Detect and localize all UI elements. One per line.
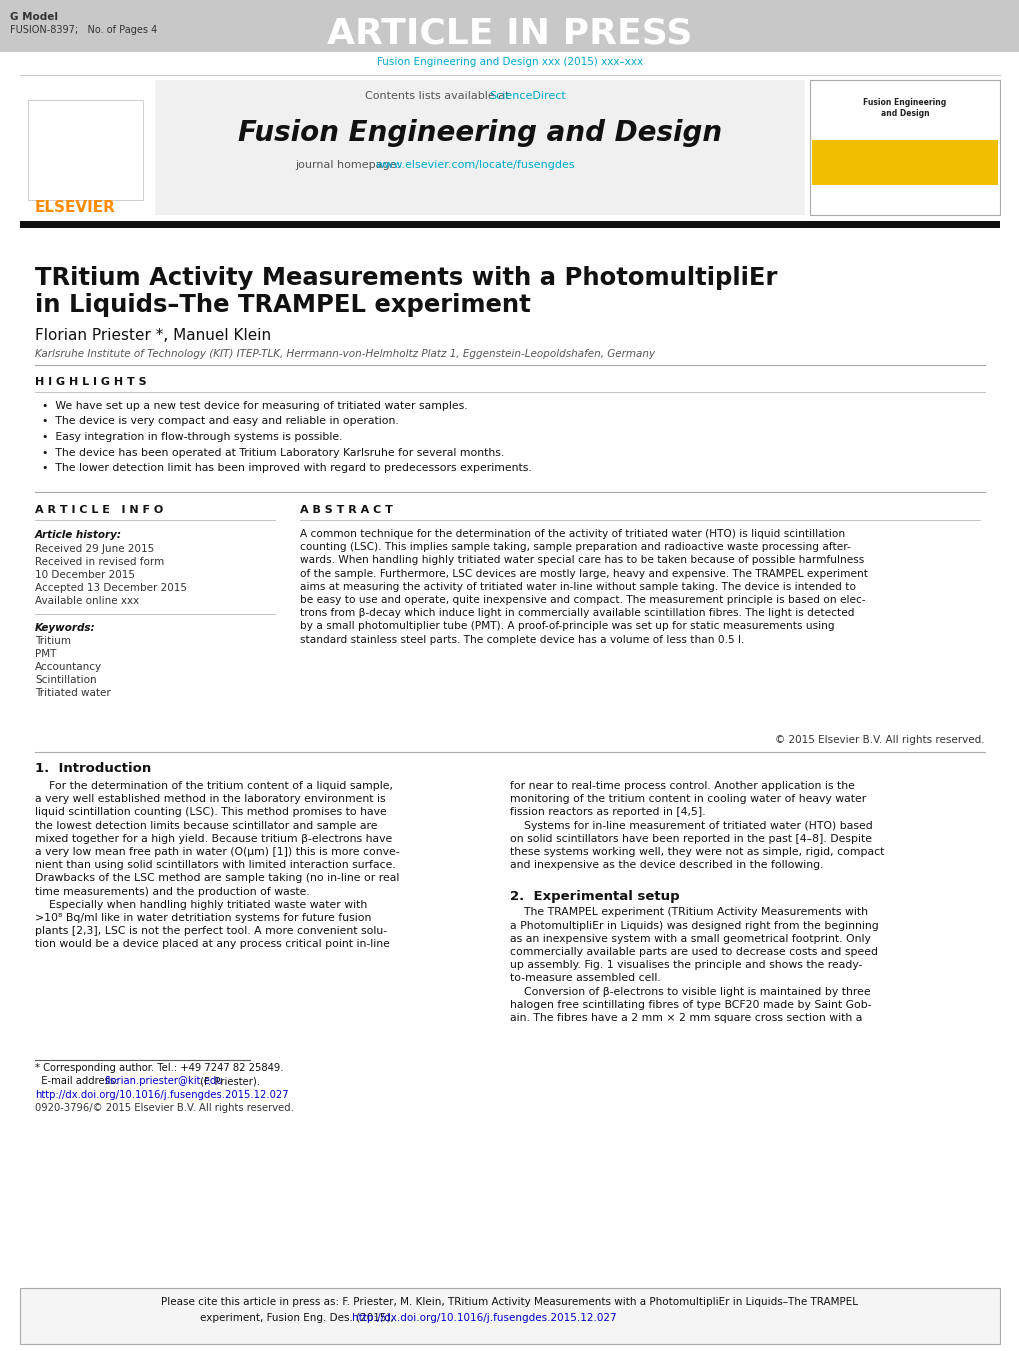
Text: Received in revised form: Received in revised form: [35, 557, 164, 567]
Text: and inexpensive as the device described in the following.: and inexpensive as the device described …: [510, 861, 822, 870]
Text: Karlsruhe Institute of Technology (KIT) ITEP-TLK, Herrmann-von-Helmholtz Platz 1: Karlsruhe Institute of Technology (KIT) …: [35, 349, 654, 359]
Text: up assembly. Fig. 1 visualises the principle and shows the ready-: up assembly. Fig. 1 visualises the princ…: [510, 961, 861, 970]
Text: 1.  Introduction: 1. Introduction: [35, 762, 151, 775]
Text: * Corresponding author. Tel.: +49 7247 82 25849.: * Corresponding author. Tel.: +49 7247 8…: [35, 1063, 283, 1073]
Text: •  The device has been operated at Tritium Laboratory Karlsruhe for several mont: • The device has been operated at Tritiu…: [42, 447, 503, 458]
Text: Keywords:: Keywords:: [35, 623, 96, 634]
Text: Received 29 June 2015: Received 29 June 2015: [35, 544, 154, 554]
Text: Accountancy: Accountancy: [35, 662, 102, 671]
Text: ARTICLE IN PRESS: ARTICLE IN PRESS: [327, 18, 692, 51]
Text: Fusion Engineering and Design xxx (2015) xxx–xxx: Fusion Engineering and Design xxx (2015)…: [377, 57, 642, 68]
Text: E-mail address:: E-mail address:: [35, 1075, 121, 1086]
Text: FUSION-8397;   No. of Pages 4: FUSION-8397; No. of Pages 4: [10, 26, 157, 35]
Text: For the determination of the tritium content of a liquid sample,: For the determination of the tritium con…: [35, 781, 392, 790]
Text: a very well established method in the laboratory environment is: a very well established method in the la…: [35, 794, 385, 804]
Bar: [155, 80, 804, 215]
Text: Systems for in-line measurement of tritiated water (HTO) based: Systems for in-line measurement of triti…: [510, 820, 872, 831]
Text: plants [2,3], LSC is not the perfect tool. A more convenient solu-: plants [2,3], LSC is not the perfect too…: [35, 927, 387, 936]
Text: for near to real-time process control. Another application is the: for near to real-time process control. A…: [510, 781, 854, 790]
Text: Drawbacks of the LSC method are sample taking (no in-line or real: Drawbacks of the LSC method are sample t…: [35, 873, 399, 884]
Text: these systems working well, they were not as simple, rigid, compact: these systems working well, they were no…: [510, 847, 883, 857]
Text: the lowest detection limits because scintillator and sample are: the lowest detection limits because scin…: [35, 820, 377, 831]
Bar: [20, 222, 999, 228]
Text: Accepted 13 December 2015: Accepted 13 December 2015: [35, 584, 186, 593]
Text: of the sample. Furthermore, LSC devices are mostly large, heavy and expensive. T: of the sample. Furthermore, LSC devices …: [300, 569, 867, 578]
Text: © 2015 Elsevier B.V. All rights reserved.: © 2015 Elsevier B.V. All rights reserved…: [774, 735, 984, 744]
Text: Scintillation: Scintillation: [35, 676, 97, 685]
Text: liquid scintillation counting (LSC). This method promises to have: liquid scintillation counting (LSC). Thi…: [35, 808, 386, 817]
Text: Contents lists available at: Contents lists available at: [365, 91, 513, 101]
Text: a very low mean free path in water (O(μm) [1]) this is more conve-: a very low mean free path in water (O(μm…: [35, 847, 399, 857]
Text: PMT: PMT: [35, 648, 56, 659]
Text: Available online xxx: Available online xxx: [35, 596, 140, 607]
Text: by a small photomultiplier tube (PMT). A proof-of-principle was set up for stati: by a small photomultiplier tube (PMT). A…: [300, 621, 834, 631]
Text: The TRAMPEL experiment (TRitium Activity Measurements with: The TRAMPEL experiment (TRitium Activity…: [510, 908, 867, 917]
Bar: [20, 80, 152, 215]
Text: counting (LSC). This implies sample taking, sample preparation and radioactive w: counting (LSC). This implies sample taki…: [300, 542, 850, 553]
Text: Conversion of β-electrons to visible light is maintained by three: Conversion of β-electrons to visible lig…: [510, 986, 870, 997]
Text: Article history:: Article history:: [35, 530, 122, 540]
Text: ELSEVIER: ELSEVIER: [35, 200, 115, 216]
Text: ain. The fibres have a 2 mm × 2 mm square cross section with a: ain. The fibres have a 2 mm × 2 mm squar…: [510, 1013, 861, 1023]
Bar: [20, 1288, 999, 1344]
Bar: [20, 1288, 999, 1344]
Text: tion would be a device placed at any process critical point in-line: tion would be a device placed at any pro…: [35, 939, 389, 950]
Text: experiment, Fusion Eng. Des. (2015),: experiment, Fusion Eng. Des. (2015),: [200, 1313, 396, 1323]
Text: Fusion Engineering and Design: Fusion Engineering and Design: [237, 119, 721, 147]
Text: journal homepage:: journal homepage:: [294, 159, 404, 170]
Text: TRitium Activity Measurements with a PhotomultipliEr: TRitium Activity Measurements with a Pho…: [35, 266, 776, 290]
Text: http://dx.doi.org/10.1016/j.fusengdes.2015.12.027: http://dx.doi.org/10.1016/j.fusengdes.20…: [352, 1313, 615, 1323]
Bar: [0, 0, 1019, 51]
Text: Florian Priester *, Manuel Klein: Florian Priester *, Manuel Klein: [35, 327, 271, 343]
Text: G Model: G Model: [10, 12, 58, 22]
Bar: [809, 80, 999, 215]
Text: commercially available parts are used to decrease costs and speed: commercially available parts are used to…: [510, 947, 877, 957]
Text: ScienceDirect: ScienceDirect: [489, 91, 566, 101]
Text: 2.  Experimental setup: 2. Experimental setup: [510, 890, 679, 902]
Text: halogen free scintillating fibres of type BCF20 made by Saint Gob-: halogen free scintillating fibres of typ…: [510, 1000, 871, 1009]
Text: •  We have set up a new test device for measuring of tritiated water samples.: • We have set up a new test device for m…: [42, 401, 467, 411]
Text: on solid scintillators have been reported in the past [4–8]. Despite: on solid scintillators have been reporte…: [510, 834, 871, 844]
Text: a PhotomultipliEr in Liquids) was designed right from the beginning: a PhotomultipliEr in Liquids) was design…: [510, 920, 878, 931]
Text: 0920-3796/© 2015 Elsevier B.V. All rights reserved.: 0920-3796/© 2015 Elsevier B.V. All right…: [35, 1102, 293, 1113]
Text: in Liquids–The TRAMPEL experiment: in Liquids–The TRAMPEL experiment: [35, 293, 530, 317]
Bar: [809, 80, 999, 215]
Text: Especially when handling highly tritiated waste water with: Especially when handling highly tritiate…: [35, 900, 367, 909]
Text: A B S T R A C T: A B S T R A C T: [300, 505, 392, 515]
Bar: [811, 141, 997, 185]
Text: wards. When handling highly tritiated water special care has to be taken because: wards. When handling highly tritiated wa…: [300, 555, 863, 566]
Text: be easy to use and operate, quite inexpensive and compact. The measurement princ: be easy to use and operate, quite inexpe…: [300, 594, 865, 605]
Text: florian.priester@kit.edu: florian.priester@kit.edu: [104, 1075, 223, 1086]
Text: >10⁸ Bq/ml like in water detritiation systems for future fusion: >10⁸ Bq/ml like in water detritiation sy…: [35, 913, 371, 923]
Text: •  The lower detection limit has been improved with regard to predecessors exper: • The lower detection limit has been imp…: [42, 463, 531, 473]
Text: Please cite this article in press as: F. Priester, M. Klein, TRitium Activity Me: Please cite this article in press as: F.…: [161, 1297, 858, 1306]
Text: nient than using solid scintillators with limited interaction surface.: nient than using solid scintillators wit…: [35, 861, 395, 870]
Text: standard stainless steel parts. The complete device has a volume of less than 0.: standard stainless steel parts. The comp…: [300, 635, 744, 644]
Text: www.elsevier.com/locate/fusengdes: www.elsevier.com/locate/fusengdes: [375, 159, 574, 170]
Text: Tritiated water: Tritiated water: [35, 688, 111, 698]
Text: fission reactors as reported in [4,5].: fission reactors as reported in [4,5].: [510, 808, 705, 817]
Text: to-measure assembled cell.: to-measure assembled cell.: [510, 974, 660, 984]
Text: H I G H L I G H T S: H I G H L I G H T S: [35, 377, 147, 386]
Text: monitoring of the tritium content in cooling water of heavy water: monitoring of the tritium content in coo…: [510, 794, 865, 804]
Text: Fusion Engineering
and Design: Fusion Engineering and Design: [862, 99, 946, 118]
Text: aims at measuring the activity of tritiated water in-line without sample taking.: aims at measuring the activity of tritia…: [300, 582, 855, 592]
Text: mixed together for a high yield. Because tritium β-electrons have: mixed together for a high yield. Because…: [35, 834, 392, 844]
Text: •  The device is very compact and easy and reliable in operation.: • The device is very compact and easy an…: [42, 416, 398, 427]
Text: •  Easy integration in flow-through systems is possible.: • Easy integration in flow-through syste…: [42, 432, 342, 442]
Text: trons from β-decay which induce light in commercially available scintillation fi: trons from β-decay which induce light in…: [300, 608, 854, 619]
Text: as an inexpensive system with a small geometrical footprint. Only: as an inexpensive system with a small ge…: [510, 934, 870, 944]
Bar: [28, 100, 143, 200]
Text: http://dx.doi.org/10.1016/j.fusengdes.2015.12.027: http://dx.doi.org/10.1016/j.fusengdes.20…: [35, 1090, 288, 1100]
Text: A common technique for the determination of the activity of tritiated water (HTO: A common technique for the determination…: [300, 530, 845, 539]
Text: Tritium: Tritium: [35, 636, 71, 646]
Text: time measurements) and the production of waste.: time measurements) and the production of…: [35, 886, 310, 897]
Text: A R T I C L E   I N F O: A R T I C L E I N F O: [35, 505, 163, 515]
Text: 10 December 2015: 10 December 2015: [35, 570, 135, 580]
Text: (F. Priester).: (F. Priester).: [197, 1075, 260, 1086]
